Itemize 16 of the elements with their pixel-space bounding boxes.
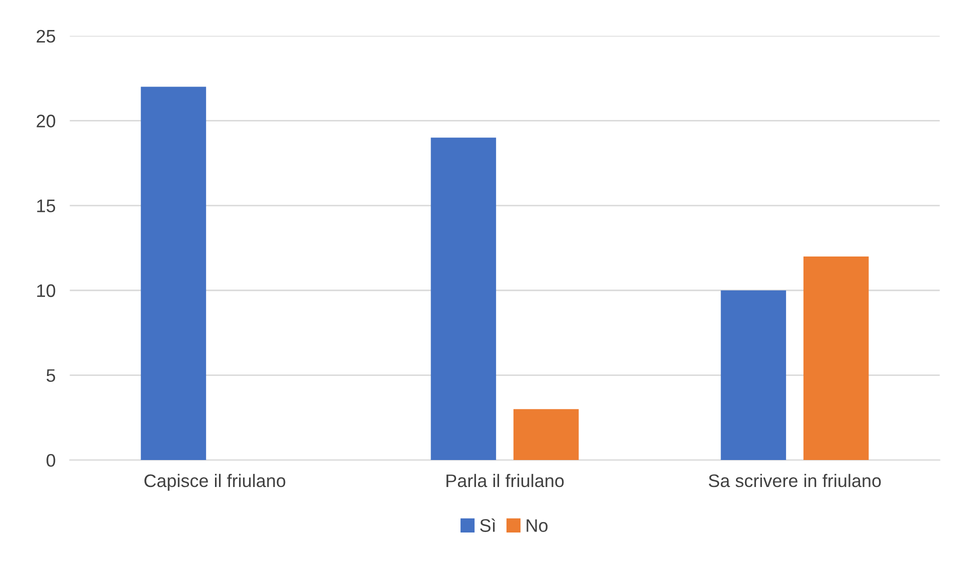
bar (430, 138, 496, 460)
y-tick-label: 20 (36, 114, 56, 128)
y-tick-label: 10 (37, 284, 56, 298)
x-tick-label: Parla il friulano (446, 474, 564, 488)
bar (803, 256, 869, 460)
legend-label: No (526, 519, 548, 532)
legend-label: Sì (480, 518, 496, 532)
y-tick-label: 25 (36, 30, 56, 43)
y-tick-label: 0 (46, 454, 56, 467)
x-tick-label: Sa scrivere in friulano (708, 474, 881, 488)
y-tick-label: 5 (46, 369, 56, 382)
bar (513, 409, 579, 460)
bar (140, 86, 206, 460)
x-tick-label: Capisce il friulano (144, 474, 286, 491)
y-tick-label: 15 (37, 200, 56, 212)
bar (720, 290, 786, 460)
